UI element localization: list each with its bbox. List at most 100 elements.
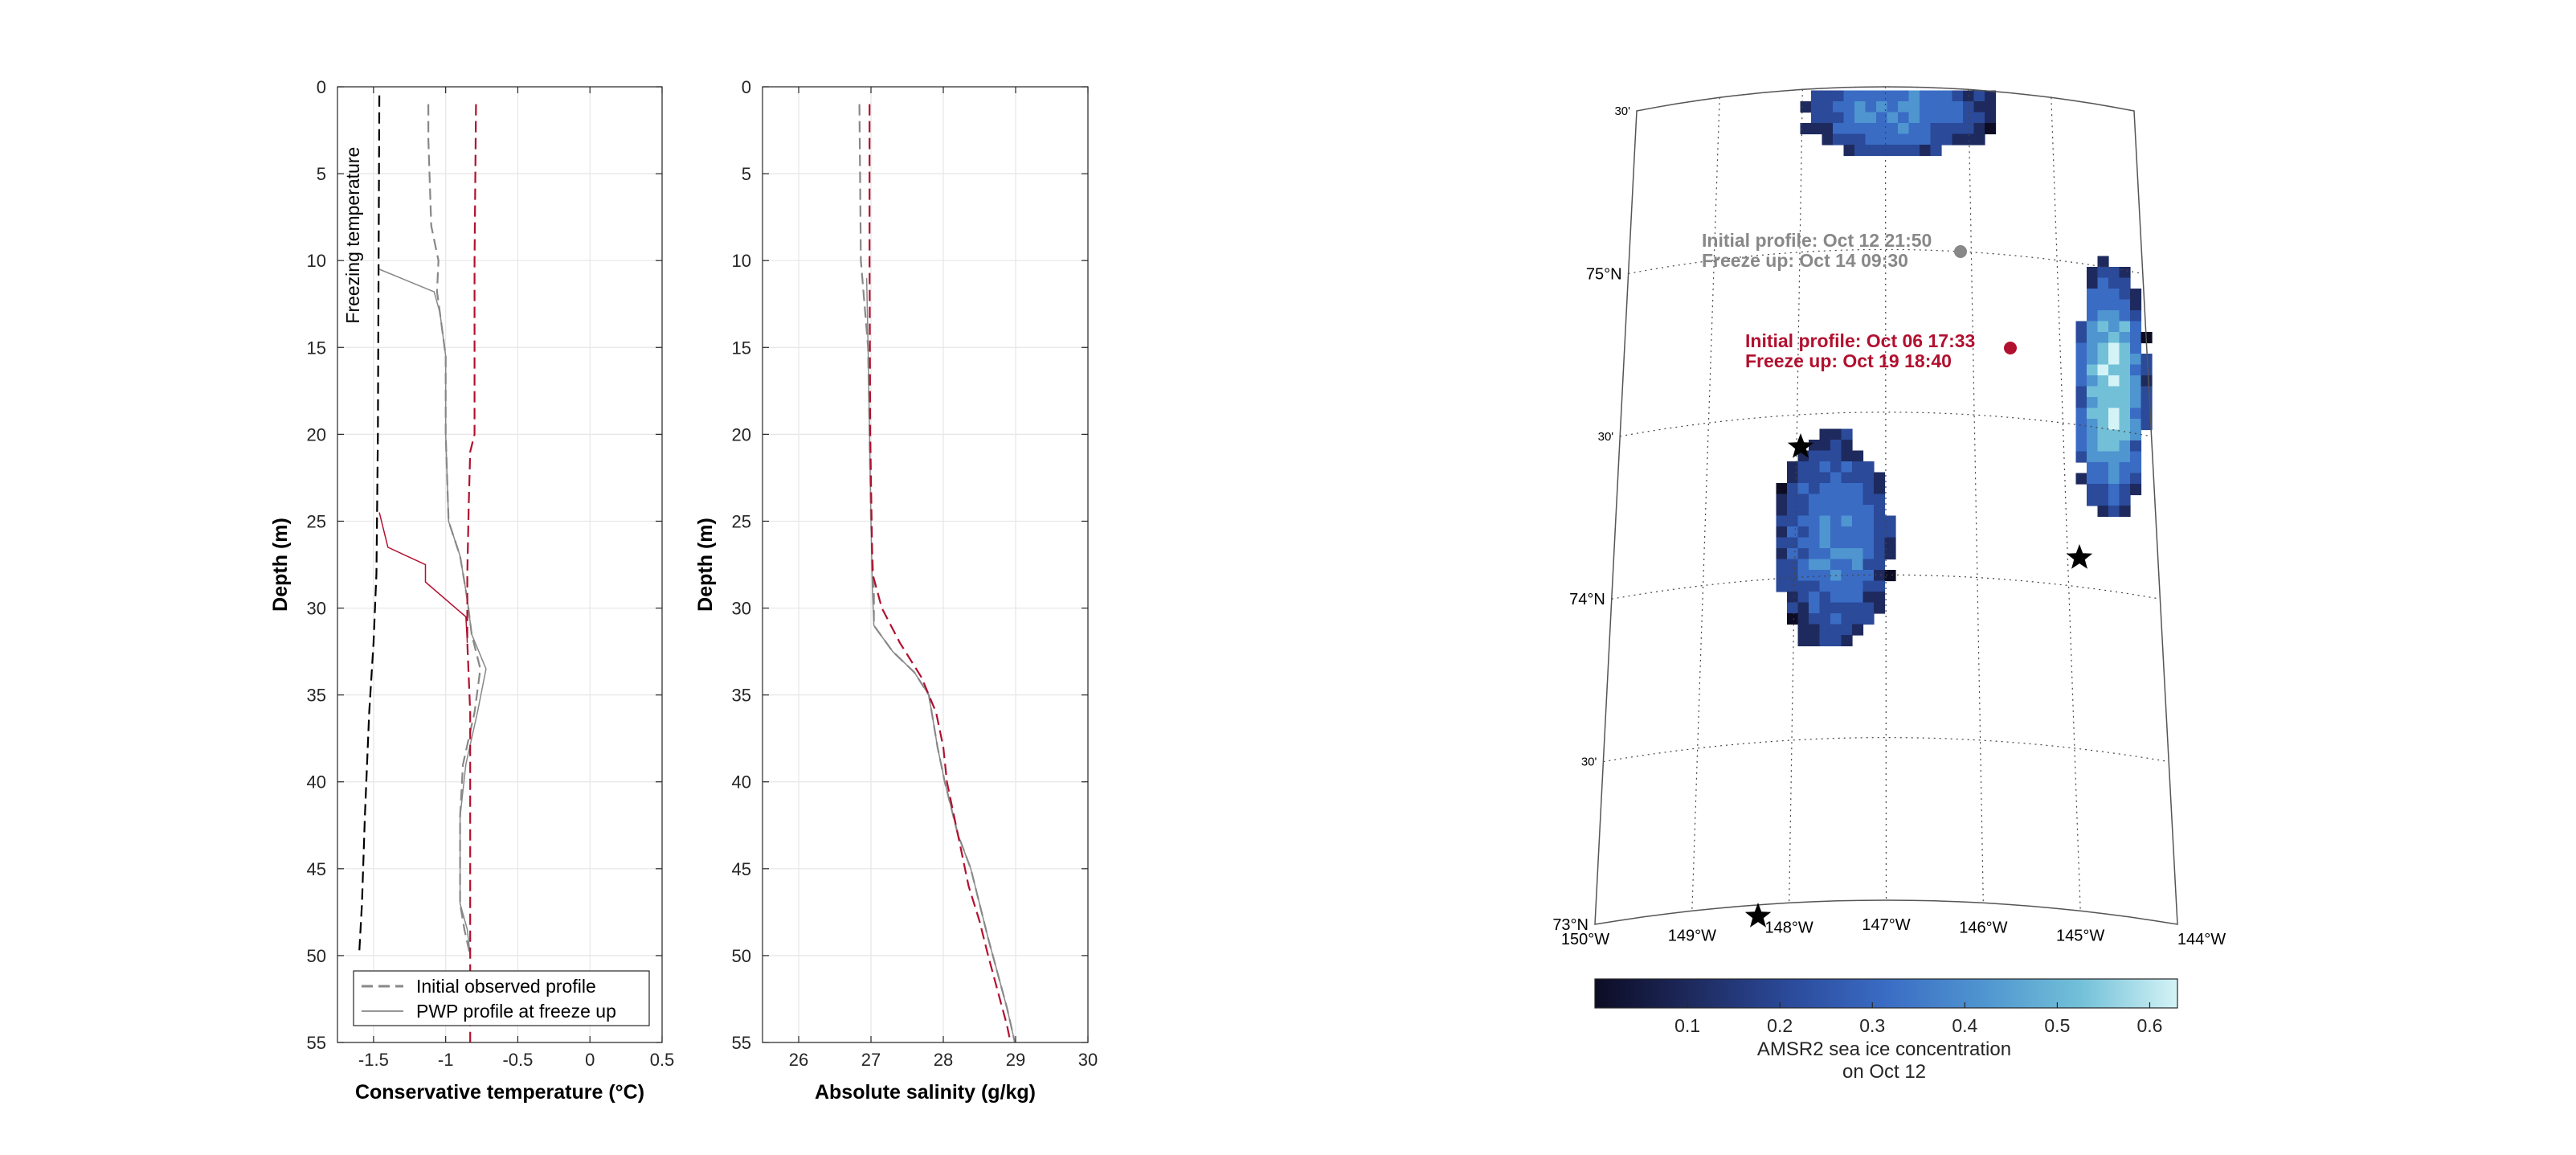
ice-cell (1787, 602, 1799, 614)
ice-cell (1862, 592, 1875, 604)
ice-cell (1841, 592, 1853, 604)
ice-cell (1811, 101, 1823, 113)
ice-cell (1876, 90, 1888, 102)
ice-cell (1809, 570, 1821, 582)
y-tick-label: 20 (307, 424, 326, 444)
ice-cell (1862, 613, 1875, 625)
longitude-line (1789, 89, 1803, 903)
ice-cell (2075, 451, 2087, 463)
ice-cell (1830, 537, 1842, 549)
ice-cell (2119, 506, 2131, 518)
ice-cell (2075, 321, 2087, 333)
series-line (466, 104, 477, 1042)
ice-cell (2119, 484, 2131, 496)
ice-cell (1843, 101, 1855, 113)
ice-cell (1830, 505, 1842, 517)
ice-cell (1797, 548, 1809, 560)
ice-cell (1787, 526, 1799, 539)
ice-cell (1819, 548, 1831, 560)
ice-cell (1841, 548, 1853, 560)
ice-cell (1841, 483, 1853, 495)
ice-cell (2141, 354, 2153, 366)
profile-location-dot (2004, 342, 2017, 354)
ice-cell (1852, 624, 1864, 636)
ice-cell (1874, 483, 1886, 495)
colorbar-tick-label: 0.1 (1674, 1015, 1700, 1036)
ice-cell (1776, 494, 1788, 506)
ice-cell (2108, 397, 2120, 409)
ice-cell (2097, 364, 2109, 376)
ice-cell (2097, 267, 2109, 279)
ice-cell (1876, 133, 1888, 145)
ice-cell (1841, 428, 1853, 440)
ice-cell (2119, 342, 2131, 354)
ice-cell (1841, 472, 1853, 484)
ice-cell (1920, 145, 1932, 157)
y-tick-label: 55 (732, 1033, 751, 1053)
latitude-label: 74°N (1569, 591, 1605, 608)
ice-cell (1852, 602, 1864, 614)
ice-cell (1874, 505, 1886, 517)
y-tick-label: 0 (742, 77, 751, 97)
ice-cell (2075, 397, 2087, 409)
ice-cell (1830, 472, 1842, 484)
ice-cell (2141, 364, 2153, 376)
ice-cell (1819, 461, 1831, 473)
ice-cell (1819, 526, 1831, 539)
ice-cell (1908, 133, 1920, 145)
ice-cell (1787, 559, 1799, 571)
ice-cell (1908, 112, 1920, 124)
ice-cell (1884, 515, 1896, 527)
ice-cell (2119, 462, 2131, 474)
ice-cell (2108, 375, 2120, 387)
ice-cell (2075, 354, 2087, 366)
ice-cell (1941, 123, 1953, 135)
ice-cell (2108, 419, 2120, 431)
ice-cell (2108, 354, 2120, 366)
longitude-label: 147°W (1862, 916, 1910, 934)
ice-cell (2130, 332, 2142, 344)
y-tick-label: 30 (732, 599, 751, 619)
ice-cell (1787, 580, 1799, 592)
plot-area (337, 87, 662, 1042)
ice-cell (1985, 123, 1997, 135)
ice-cell (1797, 624, 1809, 636)
ice-cell (1809, 548, 1821, 560)
ice-cell (1852, 559, 1864, 571)
ice-cell (1809, 440, 1821, 452)
ice-cell (1884, 526, 1896, 539)
series-line (865, 277, 1016, 1043)
ice-cell (2141, 386, 2153, 398)
ice-cell (1797, 580, 1809, 592)
ice-cell (2119, 267, 2131, 279)
ice-cell (1843, 123, 1855, 135)
ice-cell (2097, 473, 2109, 485)
ice-cell (1797, 472, 1809, 484)
ice-cell (1862, 548, 1875, 560)
ice-cell (1809, 592, 1821, 604)
legend: Initial observed profile PWP profile at f… (353, 970, 650, 1026)
ice-cell (2119, 354, 2131, 366)
profile-annotation-line: Freeze up: Oct 19 18:40 (1745, 350, 1952, 371)
ice-cell (1787, 472, 1799, 484)
ice-cell (2141, 397, 2153, 409)
ice-cell (2097, 429, 2109, 441)
ice-cell (2108, 484, 2120, 496)
ice-cell (2119, 473, 2131, 485)
ice-cell (1874, 559, 1886, 571)
ice-cell (2130, 408, 2142, 420)
ice-cell (1952, 112, 1964, 124)
ice-cell (1852, 515, 1864, 527)
ice-cell (1797, 505, 1809, 517)
ice-cell (2097, 277, 2109, 289)
ice-cell (2119, 419, 2131, 431)
ice-cell (1809, 602, 1821, 614)
ice-cell (1830, 613, 1842, 625)
ice-cell (1887, 90, 1899, 102)
ice-cell (1930, 90, 1942, 102)
ice-cell (2119, 494, 2131, 506)
ice-cell (1819, 494, 1831, 506)
ice-cell (1797, 461, 1809, 473)
ice-cell (1852, 570, 1864, 582)
